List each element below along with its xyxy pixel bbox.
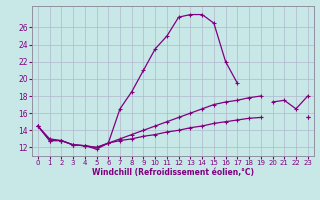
X-axis label: Windchill (Refroidissement éolien,°C): Windchill (Refroidissement éolien,°C): [92, 168, 254, 177]
